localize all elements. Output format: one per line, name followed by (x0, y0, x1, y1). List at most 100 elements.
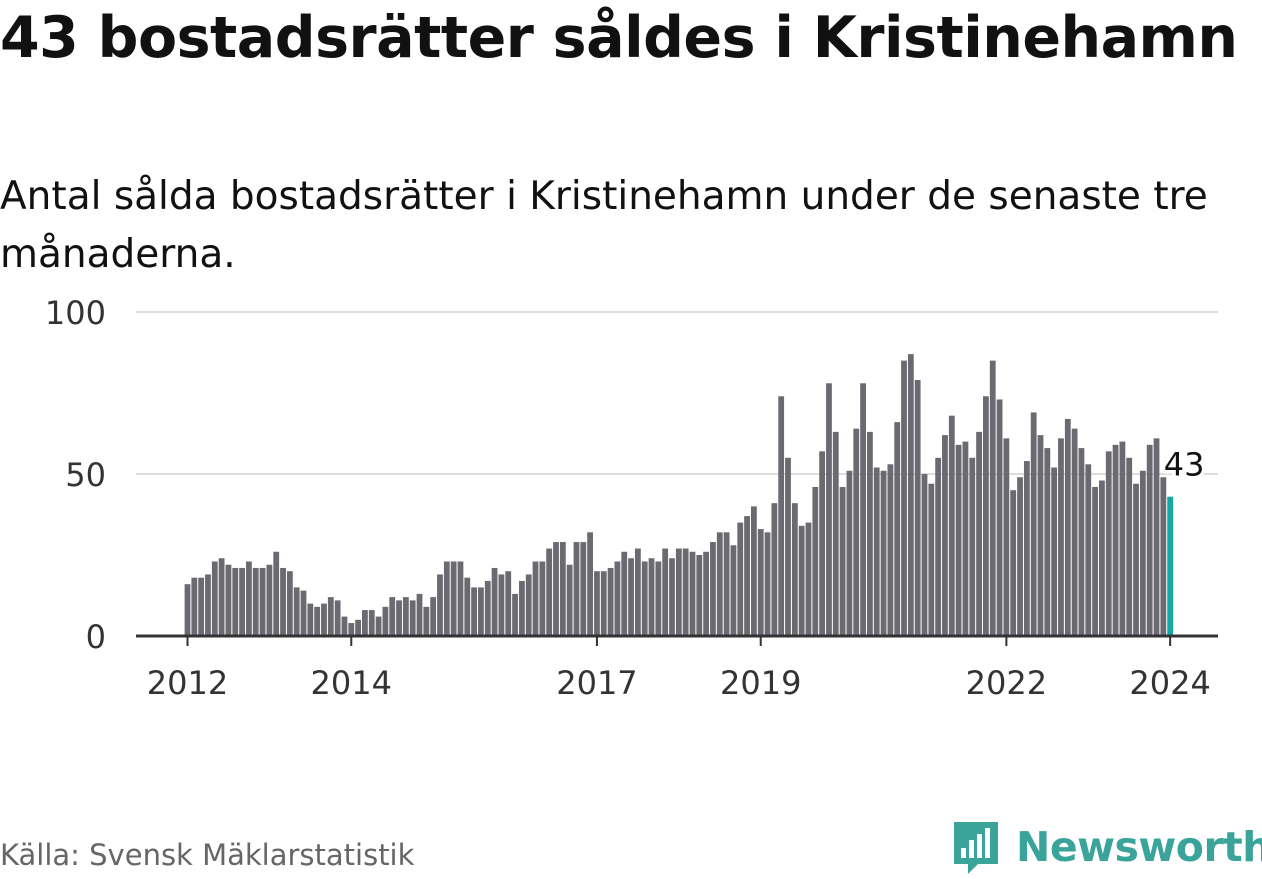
source-note: Källa: Svensk Mäklarstatistik (0, 838, 415, 872)
bar (423, 606, 430, 636)
bar (1099, 480, 1105, 636)
bar (675, 548, 682, 636)
bar (669, 558, 675, 636)
bar (1051, 467, 1058, 636)
bar (901, 360, 907, 636)
bar (416, 593, 423, 636)
bar (505, 571, 512, 636)
bar (928, 483, 935, 636)
bar (1037, 435, 1044, 636)
bar (839, 486, 846, 636)
bar (1092, 486, 1098, 636)
bar (614, 561, 621, 636)
bar (723, 532, 730, 636)
bar (525, 574, 532, 636)
bar (805, 522, 812, 636)
bar (409, 600, 416, 636)
bar (246, 561, 252, 636)
bar (907, 354, 914, 636)
bar (1133, 483, 1139, 636)
bar (594, 571, 600, 636)
bar (962, 441, 969, 636)
x-tick-label: 2022 (966, 664, 1047, 702)
y-tick-label: 50 (65, 456, 106, 494)
bar (252, 567, 259, 636)
bar (935, 457, 942, 636)
bar (321, 603, 327, 636)
x-axis-ticks: 2012 2014 2017 2019 2022 2024 (147, 636, 1211, 702)
chart-title: 43 bostadsrätter såldes i Kristinehamn (0, 5, 1238, 71)
bar (580, 542, 587, 636)
bar (430, 597, 437, 636)
bar (484, 580, 491, 636)
bar (696, 555, 703, 636)
gridlines (136, 311, 1218, 475)
bar (880, 470, 887, 636)
newsworthy-logo-icon (954, 822, 998, 874)
bar (368, 610, 375, 636)
bar (437, 574, 443, 636)
bar (914, 380, 921, 636)
bar (764, 532, 771, 636)
bar (791, 503, 798, 636)
bar (744, 516, 750, 636)
bar (887, 464, 894, 636)
bar (600, 571, 607, 636)
bar (532, 561, 539, 636)
bar (293, 587, 300, 636)
bar (300, 590, 307, 636)
bar (996, 399, 1003, 636)
bar (1139, 470, 1146, 636)
bar (307, 603, 314, 636)
bar (662, 548, 669, 636)
bar (716, 532, 723, 636)
bar (607, 567, 614, 636)
bar (867, 431, 873, 636)
bar (1058, 438, 1064, 636)
bar (471, 587, 478, 636)
bar (314, 606, 321, 636)
bar (771, 503, 778, 636)
bar (1085, 464, 1092, 636)
bar (894, 422, 901, 636)
bar (1078, 448, 1085, 636)
bar (1044, 448, 1051, 636)
bar (812, 486, 819, 636)
bar (1160, 477, 1167, 636)
bar (955, 444, 962, 636)
bars (184, 354, 1174, 636)
bar (348, 623, 355, 636)
bar (1119, 441, 1126, 636)
bar (327, 597, 334, 636)
x-tick-label: 2017 (556, 664, 637, 702)
bar (1126, 457, 1133, 636)
bar (826, 383, 832, 636)
bar (266, 564, 273, 636)
bar (976, 431, 982, 636)
bar (341, 616, 348, 636)
bar (1010, 490, 1017, 636)
bar (689, 551, 696, 636)
bar (682, 548, 689, 636)
x-tick-label: 2019 (720, 664, 801, 702)
bar (280, 567, 286, 636)
x-tick-label: 2014 (311, 664, 392, 702)
bar (259, 567, 266, 636)
bar (1030, 412, 1037, 636)
bar (396, 600, 402, 636)
bar (798, 525, 805, 636)
bar (205, 574, 211, 636)
bar (921, 474, 928, 636)
bar (648, 558, 655, 636)
bar (983, 396, 989, 636)
bar (566, 564, 573, 636)
annotation: 43 (1160, 442, 1208, 487)
bar (191, 577, 198, 636)
y-tick-label: 100 (45, 294, 106, 332)
bar-highlight (1167, 496, 1174, 636)
bar (1023, 461, 1030, 636)
bar (846, 470, 853, 636)
bar (402, 597, 409, 636)
bar (573, 542, 580, 636)
